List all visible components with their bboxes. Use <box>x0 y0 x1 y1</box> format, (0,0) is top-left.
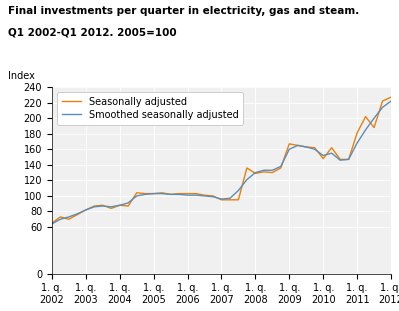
Seasonally adjusted <box>109 207 114 210</box>
Smoothed seasonally adjusted <box>134 194 139 198</box>
Seasonally adjusted <box>389 95 393 99</box>
Smoothed seasonally adjusted <box>49 222 54 226</box>
Seasonally adjusted <box>83 208 88 212</box>
Seasonally adjusted <box>219 198 224 202</box>
Seasonally adjusted <box>227 198 232 202</box>
Smoothed seasonally adjusted <box>117 203 122 207</box>
Smoothed seasonally adjusted <box>109 205 114 209</box>
Seasonally adjusted <box>202 193 207 197</box>
Seasonally adjusted <box>346 158 351 161</box>
Text: Final investments per quarter in electricity, gas and steam.: Final investments per quarter in electri… <box>8 6 359 16</box>
Smoothed seasonally adjusted <box>227 197 232 200</box>
Smoothed seasonally adjusted <box>287 147 292 151</box>
Smoothed seasonally adjusted <box>321 154 326 157</box>
Legend: Seasonally adjusted, Smoothed seasonally adjusted: Seasonally adjusted, Smoothed seasonally… <box>57 92 243 125</box>
Line: Smoothed seasonally adjusted: Smoothed seasonally adjusted <box>52 101 391 224</box>
Seasonally adjusted <box>185 192 190 196</box>
Smoothed seasonally adjusted <box>143 193 148 196</box>
Smoothed seasonally adjusted <box>101 204 105 208</box>
Seasonally adjusted <box>58 215 63 219</box>
Smoothed seasonally adjusted <box>295 144 300 147</box>
Seasonally adjusted <box>355 131 359 135</box>
Seasonally adjusted <box>211 194 215 198</box>
Seasonally adjusted <box>101 203 105 207</box>
Smoothed seasonally adjusted <box>92 205 97 209</box>
Smoothed seasonally adjusted <box>126 201 130 205</box>
Line: Seasonally adjusted: Seasonally adjusted <box>52 97 391 223</box>
Seasonally adjusted <box>304 145 308 149</box>
Seasonally adjusted <box>261 170 266 174</box>
Smoothed seasonally adjusted <box>202 194 207 198</box>
Seasonally adjusted <box>92 204 97 208</box>
Smoothed seasonally adjusted <box>160 192 164 196</box>
Seasonally adjusted <box>295 144 300 147</box>
Smoothed seasonally adjusted <box>355 141 359 145</box>
Smoothed seasonally adjusted <box>261 169 266 172</box>
Seasonally adjusted <box>287 142 292 146</box>
Text: Q1 2002-Q1 2012. 2005=100: Q1 2002-Q1 2012. 2005=100 <box>8 28 177 38</box>
Smoothed seasonally adjusted <box>338 158 342 162</box>
Seasonally adjusted <box>126 204 130 208</box>
Smoothed seasonally adjusted <box>389 99 393 103</box>
Seasonally adjusted <box>75 213 80 216</box>
Seasonally adjusted <box>49 221 54 225</box>
Seasonally adjusted <box>329 146 334 150</box>
Smoothed seasonally adjusted <box>75 212 80 216</box>
Smoothed seasonally adjusted <box>372 116 377 120</box>
Seasonally adjusted <box>160 191 164 195</box>
Seasonally adjusted <box>279 166 283 170</box>
Smoothed seasonally adjusted <box>66 215 71 219</box>
Seasonally adjusted <box>321 157 326 160</box>
Seasonally adjusted <box>270 171 275 174</box>
Seasonally adjusted <box>245 166 249 170</box>
Smoothed seasonally adjusted <box>346 158 351 161</box>
Smoothed seasonally adjusted <box>151 192 156 196</box>
Smoothed seasonally adjusted <box>253 171 258 174</box>
Seasonally adjusted <box>338 158 342 161</box>
Smoothed seasonally adjusted <box>58 217 63 221</box>
Smoothed seasonally adjusted <box>270 169 275 172</box>
Seasonally adjusted <box>168 193 173 196</box>
Seasonally adjusted <box>151 192 156 196</box>
Seasonally adjusted <box>363 115 368 118</box>
Seasonally adjusted <box>312 146 317 150</box>
Smoothed seasonally adjusted <box>363 128 368 132</box>
Smoothed seasonally adjusted <box>185 193 190 197</box>
Smoothed seasonally adjusted <box>219 197 224 201</box>
Seasonally adjusted <box>253 172 258 175</box>
Text: Index: Index <box>8 72 35 81</box>
Seasonally adjusted <box>380 99 385 103</box>
Seasonally adjusted <box>117 203 122 207</box>
Smoothed seasonally adjusted <box>177 193 182 196</box>
Smoothed seasonally adjusted <box>168 193 173 196</box>
Seasonally adjusted <box>177 192 182 196</box>
Smoothed seasonally adjusted <box>380 105 385 109</box>
Smoothed seasonally adjusted <box>83 208 88 212</box>
Smoothed seasonally adjusted <box>245 178 249 181</box>
Smoothed seasonally adjusted <box>329 151 334 155</box>
Smoothed seasonally adjusted <box>304 145 308 149</box>
Seasonally adjusted <box>372 126 377 129</box>
Smoothed seasonally adjusted <box>312 147 317 151</box>
Smoothed seasonally adjusted <box>211 195 215 199</box>
Smoothed seasonally adjusted <box>279 165 283 168</box>
Smoothed seasonally adjusted <box>194 193 198 197</box>
Seasonally adjusted <box>134 191 139 195</box>
Seasonally adjusted <box>143 192 148 196</box>
Seasonally adjusted <box>66 217 71 221</box>
Seasonally adjusted <box>236 198 241 202</box>
Seasonally adjusted <box>194 192 198 196</box>
Smoothed seasonally adjusted <box>236 188 241 192</box>
